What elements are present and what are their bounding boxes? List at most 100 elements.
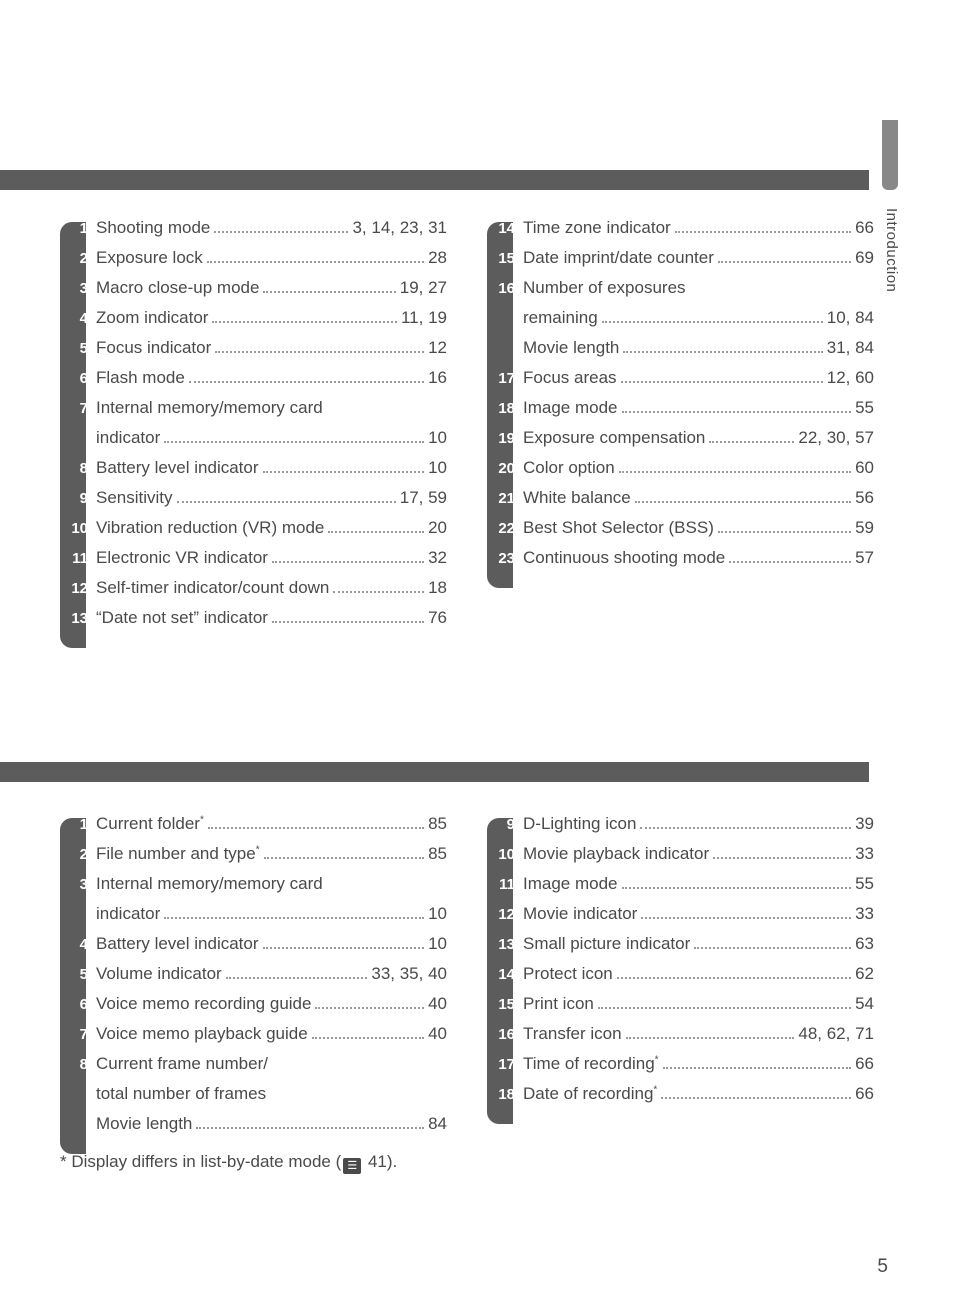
index-entry-pages: 66 bbox=[855, 1054, 874, 1074]
index-entry-pages: 66 bbox=[855, 218, 874, 238]
index-entry-number: 5 bbox=[68, 966, 90, 983]
index-entry-label: Time zone indicator bbox=[517, 218, 671, 238]
index-entry-pages: 48, 62, 71 bbox=[798, 1024, 874, 1044]
index-entry: 19Exposure compensation22, 30, 57 bbox=[495, 428, 874, 458]
index-entry-number: 4 bbox=[68, 310, 90, 327]
index-entry-pages: 69 bbox=[855, 248, 874, 268]
footnote-marker: * bbox=[256, 844, 260, 855]
index-entry-continuation: total number of frames bbox=[68, 1084, 447, 1114]
index-entry-pages: 20 bbox=[428, 518, 447, 538]
index-entry-label: Print icon bbox=[517, 994, 594, 1014]
index-entry-label: Continuous shooting mode bbox=[517, 548, 725, 568]
leader-dots bbox=[598, 1007, 851, 1009]
leader-dots bbox=[164, 917, 424, 919]
index-entry-number: 2 bbox=[68, 250, 90, 267]
index-entry-label: Image mode bbox=[517, 398, 618, 418]
leader-dots bbox=[622, 411, 852, 413]
index-entry: 16Number of exposures bbox=[495, 278, 874, 308]
leader-dots bbox=[602, 321, 823, 323]
index-entry: 15Print icon54 bbox=[495, 994, 874, 1024]
index-entry-number: 8 bbox=[68, 460, 90, 477]
index-entry-pages: 57 bbox=[855, 548, 874, 568]
index-entry: 18Date of recording*66 bbox=[495, 1084, 874, 1114]
index-entry-pages: 17, 59 bbox=[400, 488, 447, 508]
index-entry-label: Transfer icon bbox=[517, 1024, 622, 1044]
index-entry: 23Continuous shooting mode57 bbox=[495, 548, 874, 578]
index-entry-label: Battery level indicator bbox=[90, 458, 259, 478]
index-entry-pages: 76 bbox=[428, 608, 447, 628]
leader-dots bbox=[212, 321, 397, 323]
leader-dots bbox=[215, 351, 424, 353]
index-entry-number: 22 bbox=[495, 520, 517, 537]
section-divider-2 bbox=[0, 762, 869, 782]
index-entry-number: 16 bbox=[495, 1026, 517, 1043]
index-entry-pages: 62 bbox=[855, 964, 874, 984]
index-entry: 11Image mode55 bbox=[495, 874, 874, 904]
index-entry-pages: 10 bbox=[428, 428, 447, 448]
leader-dots bbox=[272, 621, 424, 623]
index-entry-pages: 28 bbox=[428, 248, 447, 268]
leader-dots bbox=[164, 441, 424, 443]
index-entry-label: File number and type* bbox=[90, 844, 260, 864]
index-entry-pages: 33 bbox=[855, 904, 874, 924]
index-entry-pages: 16 bbox=[428, 368, 447, 388]
leader-dots bbox=[177, 501, 396, 503]
index-entry-pages: 31, 84 bbox=[827, 338, 874, 358]
index-entry-continuation: indicator10 bbox=[68, 428, 447, 458]
index-entry-number: 6 bbox=[68, 370, 90, 387]
index-entry-label: Internal memory/memory card bbox=[90, 398, 323, 418]
footnote: * Display differs in list-by-date mode (… bbox=[60, 1152, 397, 1174]
index-entry-number: 20 bbox=[495, 460, 517, 477]
index-entry-label: Movie length bbox=[523, 338, 619, 358]
index-entry-continuation: indicator10 bbox=[68, 904, 447, 934]
index-entry-number: 14 bbox=[495, 966, 517, 983]
index-entry-label: Small picture indicator bbox=[517, 934, 690, 954]
index-entry-label: Date of recording* bbox=[517, 1084, 657, 1104]
index-entry: 3Internal memory/memory card bbox=[68, 874, 447, 904]
index-entry-label: Voice memo recording guide bbox=[90, 994, 311, 1014]
index-entry-number: 3 bbox=[68, 876, 90, 893]
index-entry-pages: 11, 19 bbox=[401, 308, 447, 328]
leader-dots bbox=[208, 827, 424, 829]
index-entry-label: Macro close-up mode bbox=[90, 278, 259, 298]
index-entry-pages: 33 bbox=[855, 844, 874, 864]
index-entry-label: Current frame number/ bbox=[90, 1054, 268, 1074]
index-entry-label: Date imprint/date counter bbox=[517, 248, 714, 268]
index-entry-label: Sensitivity bbox=[90, 488, 173, 508]
index-entry-continuation: Movie length 31, 84 bbox=[495, 338, 874, 368]
index-entry: 7Internal memory/memory card bbox=[68, 398, 447, 428]
index-entry-number: 18 bbox=[495, 400, 517, 417]
index-entry-label: Self-timer indicator/count down bbox=[90, 578, 329, 598]
index-entry: 7Voice memo playback guide40 bbox=[68, 1024, 447, 1054]
index-entry-number: 10 bbox=[495, 846, 517, 863]
index-entry-number: 7 bbox=[68, 1026, 90, 1043]
index-entry-number: 11 bbox=[495, 876, 517, 893]
leader-dots bbox=[640, 827, 851, 829]
index-entry-pages: 19, 27 bbox=[400, 278, 447, 298]
index-entry-label: Best Shot Selector (BSS) bbox=[517, 518, 714, 538]
index-entry: 8Battery level indicator10 bbox=[68, 458, 447, 488]
index-entry-number: 1 bbox=[68, 220, 90, 237]
index-entry-pages: 85 bbox=[428, 814, 447, 834]
index-entry: 18Image mode55 bbox=[495, 398, 874, 428]
leader-dots bbox=[207, 261, 424, 263]
leader-dots bbox=[623, 351, 822, 353]
leader-dots bbox=[272, 561, 424, 563]
index-entry-label: Movie playback indicator bbox=[517, 844, 709, 864]
index-entry-number: 4 bbox=[68, 936, 90, 953]
index-entry: 4Zoom indicator11, 19 bbox=[68, 308, 447, 338]
leader-dots bbox=[635, 501, 851, 503]
index-entry: 1Current folder*85 bbox=[68, 814, 447, 844]
index-entry: 13“Date not set” indicator76 bbox=[68, 608, 447, 638]
index-entry-label: Image mode bbox=[517, 874, 618, 894]
index-entry-label: Vibration reduction (VR) mode bbox=[90, 518, 324, 538]
index-entry-label: Exposure lock bbox=[90, 248, 203, 268]
index-entry-number: 17 bbox=[495, 370, 517, 387]
index-entry-pages: 85 bbox=[428, 844, 447, 864]
index-entry: 20Color option60 bbox=[495, 458, 874, 488]
index-entry-pages: 32 bbox=[428, 548, 447, 568]
leader-dots bbox=[263, 471, 425, 473]
index-entry-pages: 12, 60 bbox=[827, 368, 874, 388]
leader-dots bbox=[214, 231, 348, 233]
index-entry: 11Electronic VR indicator32 bbox=[68, 548, 447, 578]
